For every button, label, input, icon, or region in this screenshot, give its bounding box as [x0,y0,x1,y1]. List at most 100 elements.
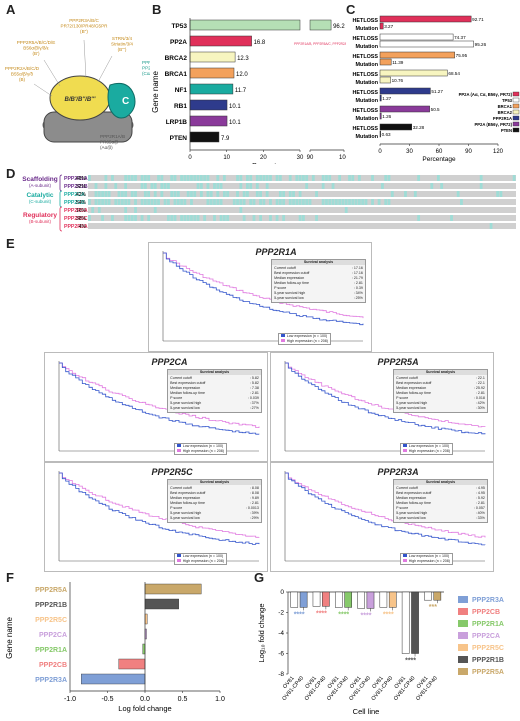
survival-stats-row: 5-year survival high: 40% [396,511,485,516]
value-label: 10.1 [229,120,241,126]
oncoprint-cell [239,199,243,205]
oncoprint-cell [216,191,220,197]
x-tick-label: 30 [406,149,413,155]
oncoprint-cell [163,183,167,189]
legend-label: PTEN [501,128,512,133]
oncoprint-cell [219,199,223,205]
oncoprint-cell [242,199,246,205]
stat-value: : 0.039 [247,396,259,400]
bar-parental [379,591,388,608]
stat-name: P score [396,396,409,400]
pp2a-note: PPP2R1A/B, PPP2R5A/C, PPP2R2A [294,42,346,46]
oncoprint-cell [489,223,493,229]
oncoprint-cell [124,183,128,189]
x-tick-label: 0 [188,155,192,161]
oncoprint-cell [219,183,223,189]
oncoprint-pct-label: 32% [76,184,87,190]
stat-name: 5-year survival high [170,401,202,405]
oncoprint-cell [278,191,282,197]
oncoprint-cell [114,199,118,205]
bar-parental [290,591,299,608]
row-label-mutation: Mutation [356,80,378,86]
oncoprint-cell [338,175,342,181]
pp2a-holoenzyme-diagram: B/B'/B''/B''' C PPP2R3A/B/C PR72/130/PR48… [5,18,150,150]
km-legend: Low expression (n = 100) High expression … [173,443,228,455]
leader-line [97,55,113,83]
oncoprint-cell [252,215,256,221]
oncoprint-cell [242,191,246,197]
x-axis-label: Percentage [422,156,456,163]
oncoprint-cell [321,175,325,181]
oncoprint-cell [311,175,315,181]
oncoprint-cell [186,191,190,197]
panel-g-cell-line-fold-change-chart: Log₁₀ fold change0-2-4-6-8****OV81OV81-C… [257,589,504,716]
stat-name: 5-year survival low [274,296,304,300]
mutation-value: 1.27 [382,96,391,101]
stat-value: : 0.0013 [245,506,259,510]
stat-name: 5-year survival low [170,406,200,410]
oncoprint-cell [153,199,157,205]
oncoprint-cell [193,191,197,197]
oncoprint-cell [170,175,174,181]
survival-stats-row: Current cutoff: 4.95 [396,486,485,491]
mutation-value: 95.26 [475,42,487,47]
survival-stats-row: Median follow-up time: 2.81 [396,501,485,506]
oncoprint-cell [265,191,269,197]
stat-name: 5-year survival low [396,516,426,520]
subunit-label: PPP2R5A/B/C/D/E B56α/β/γ/δ/ε (B') [17,40,56,56]
significance-stars: **** [383,611,394,618]
stat-value: : 5.82 [249,376,259,380]
oncoprint-cell [173,215,177,221]
oncoprint-cell [140,175,144,181]
subunit-label: PPP2R1A/B PR65α/β (Aα/β) [100,134,125,150]
oncoprint-cell [147,215,151,221]
x-tick-label: 120 [493,149,504,155]
bar [189,131,220,143]
row-label-mutation: Mutation [356,26,378,32]
x-tick-label: 0.0 [140,696,150,703]
gene-label: TP53 [171,23,187,30]
stat-value: : 30% [475,406,485,410]
group-bracket [59,206,63,232]
oncoprint-cell [302,175,305,181]
survival-stats-row: Current cutoff: 8.08 [170,486,259,491]
panel-letter-b: B [152,2,162,17]
bar-parental [312,591,321,607]
oncoprint-cell [120,191,124,197]
row-label-mutation: Mutation [356,62,378,68]
oncoprint-cell [167,199,170,205]
oncoprint-cell [183,215,187,221]
oncoprint-cell [325,199,328,205]
oncoprint-cell [216,199,220,205]
oncoprint-cell [236,191,239,197]
oncoprint-cell [255,175,259,181]
legend-swatch [458,608,468,615]
oncoprint-cell [302,199,305,205]
mutation-bar [379,112,382,120]
legend-low-label: Low expression (n = 100) [182,554,224,558]
oncoprint-cell [338,199,342,205]
bar [144,583,202,595]
subunit-group-title: Catalytic [26,192,53,199]
row-label-hetloss: HETLOSS [353,54,379,60]
panel-b-gene-alteration-chart: Gene name TP53 96.2 PP2A 16.8 BRCA2 12.3 BRCA1 1… [151,18,346,164]
oncoprint-cell [384,175,388,181]
stat-name: Median follow-up time [170,391,206,395]
mutation-bar [379,58,392,66]
legend-swatch [458,596,468,603]
oncoprint-cell [255,191,259,197]
panel-letter-g: G [254,570,265,585]
oncoprint-cell [183,199,187,205]
oncoprint-cell [153,207,157,213]
oncoprint-cell [295,175,299,181]
subunit-group-subtitle: (B-subunit) [29,219,52,224]
oncoprint-cell [222,215,226,221]
survival-stats-row: Median expression: 7.38 [170,386,259,391]
legend-low-label: Low expression (n = 100) [286,334,328,338]
oncoprint-cell [176,199,180,205]
oncoprint-cell [328,199,332,205]
oncoprint-cell [88,199,91,205]
subunit-label: STRN/3/4 Striatin/3/4 (B''') [111,36,133,52]
gene-label: BRCA2 [165,55,188,62]
oncoprint-cell [249,175,253,181]
